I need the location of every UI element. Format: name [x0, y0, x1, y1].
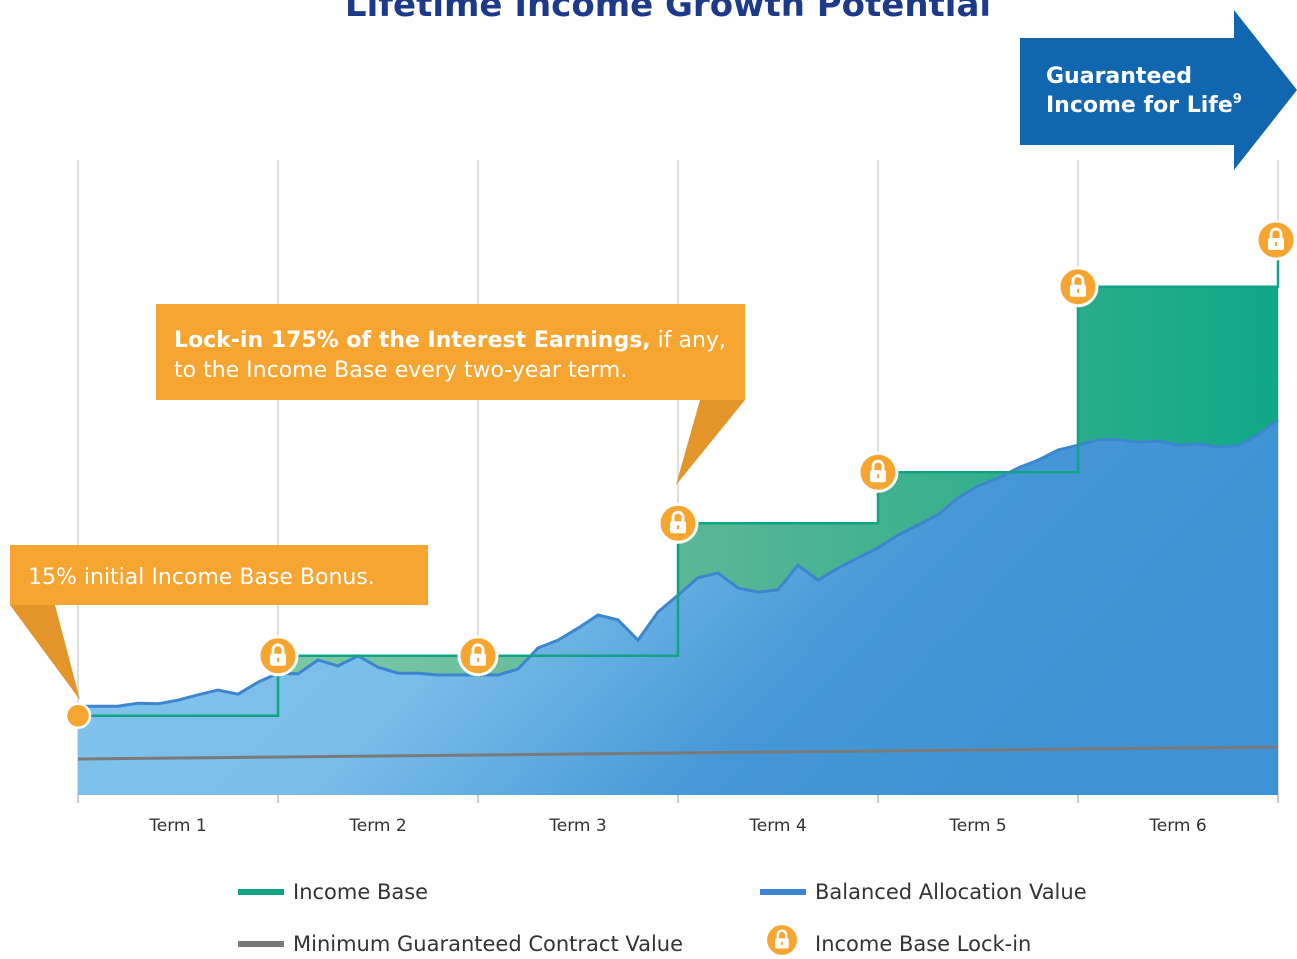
overlay: Lock-in 175% of the Interest Earnings, i…	[10, 10, 1297, 730]
legend-lock	[764, 922, 800, 958]
arrow-text: Guaranteed	[1046, 64, 1192, 89]
x-tick-label: Term 3	[548, 816, 606, 836]
callout-bold: Lock-in 175% of the Interest Earnings,	[174, 328, 651, 353]
lock-marker	[257, 635, 299, 677]
lock-hole	[1077, 288, 1079, 293]
lock-marker	[1255, 219, 1297, 261]
callout-box	[10, 545, 428, 605]
x-tick-label: Term 4	[748, 816, 806, 836]
initial-dot	[64, 702, 92, 730]
callout-box	[156, 304, 745, 400]
legend-swatch	[760, 889, 806, 895]
lock-hole	[477, 657, 479, 662]
lock-shackle	[776, 929, 788, 940]
lock-shackle	[1269, 227, 1283, 239]
callout-pointer	[10, 605, 80, 700]
x-tick-label: Term 2	[348, 816, 406, 836]
arrow-sup: 9	[1233, 92, 1242, 107]
lock-marker	[457, 635, 499, 677]
lock-hole	[677, 525, 679, 530]
lock-shackle	[1071, 274, 1085, 286]
lock-hole	[277, 657, 279, 662]
plot-area	[77, 160, 1280, 803]
lock-hole	[781, 941, 783, 946]
lock-marker	[857, 451, 899, 493]
lock-hole	[877, 474, 879, 479]
callout-pointer	[676, 400, 745, 485]
arrow-text-main: Income for Life	[1046, 93, 1233, 118]
callout-rest: if any,	[651, 328, 726, 353]
lock-shackle	[671, 510, 685, 523]
lock-shackle	[871, 459, 885, 472]
x-tick-label: Term 5	[948, 816, 1006, 836]
legend-label: Income Base	[293, 880, 428, 904]
x-tick-label: Term 1	[148, 816, 206, 836]
legend-label: Balanced Allocation Value	[815, 880, 1087, 904]
callout-text: 15% initial Income Base Bonus.	[28, 565, 375, 590]
arrow	[1020, 10, 1297, 170]
lock-shackle	[471, 643, 485, 655]
lock-marker	[657, 502, 699, 544]
x-tick-label: Term 6	[1148, 816, 1206, 836]
legend-label: Income Base Lock-in	[815, 932, 1031, 956]
chart-title: Lifetime Income Growth Potential	[345, 0, 991, 25]
callout-text: to the Income Base every two-year term.	[174, 358, 627, 383]
arrow-text: Income for Life9	[1046, 92, 1242, 118]
legend-label: Minimum Guaranteed Contract Value	[293, 932, 683, 956]
lock-marker	[1057, 266, 1099, 308]
legend-swatch	[238, 889, 284, 895]
callout-text: Lock-in 175% of the Interest Earnings, i…	[174, 328, 726, 353]
lock-shackle	[271, 643, 285, 655]
min-guaranteed-line	[77, 745, 1279, 761]
legend-swatch	[238, 941, 284, 947]
lock-hole	[1275, 242, 1277, 246]
